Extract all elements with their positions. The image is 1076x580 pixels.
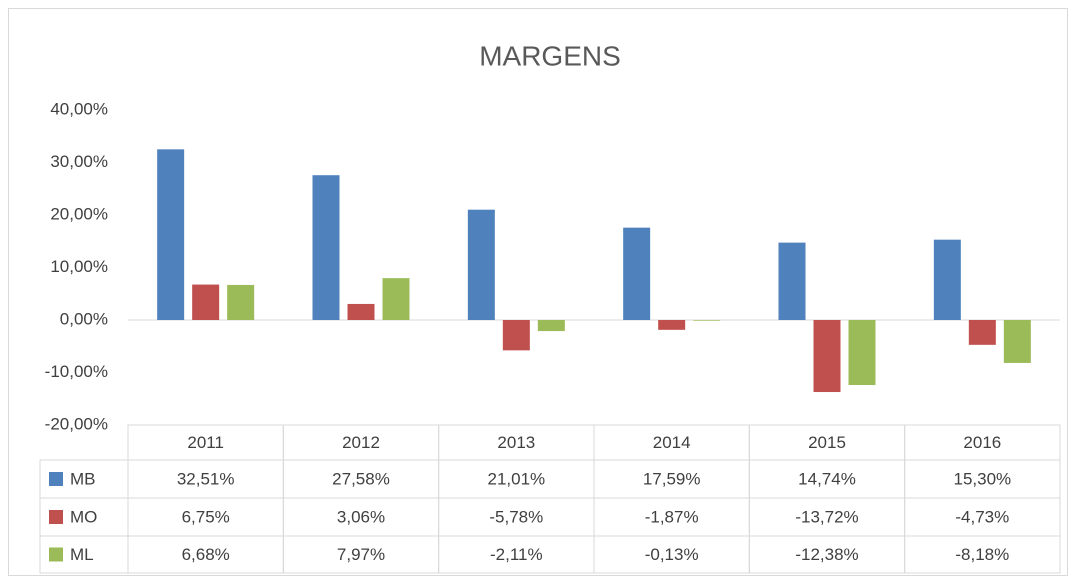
y-tick-label: 20,00%: [50, 204, 108, 223]
legend-swatch: [49, 547, 63, 562]
data-label: -8,18%: [955, 545, 1009, 564]
data-label: 15,30%: [953, 469, 1011, 488]
table-cell: [904, 535, 1061, 574]
x-tick-label: 2011: [187, 433, 224, 452]
data-label: 27,58%: [332, 469, 390, 488]
bar: [157, 149, 185, 320]
data-label: -0,13%: [645, 545, 699, 564]
x-tick-label: 2013: [497, 433, 535, 452]
table-cell: [39, 535, 129, 574]
legend-swatch: [49, 472, 63, 486]
bar: [1003, 320, 1031, 363]
bar: [312, 175, 340, 320]
data-label: -13,72%: [795, 507, 858, 526]
data-label: 32,51%: [177, 469, 235, 488]
data-label: 6,75%: [182, 507, 230, 526]
data-label: -5,78%: [489, 507, 543, 526]
bar: [382, 278, 410, 320]
data-label: 17,59%: [643, 469, 701, 488]
data-label: 6,68%: [182, 545, 230, 564]
bar: [968, 320, 996, 345]
data-label: -12,38%: [795, 545, 858, 564]
y-tick-label: -10,00%: [45, 362, 108, 381]
y-tick-label: 10,00%: [50, 257, 108, 276]
x-tick-label: 2015: [808, 433, 846, 452]
data-label: 7,97%: [337, 545, 385, 564]
bar: [658, 320, 686, 330]
data-label: 3,06%: [337, 507, 385, 526]
bar: [347, 303, 375, 320]
bar: [192, 284, 220, 320]
data-label: 21,01%: [487, 469, 545, 488]
legend-label: MO: [70, 507, 97, 526]
data-label: -4,73%: [955, 507, 1009, 526]
bar: [693, 320, 721, 321]
y-tick-label: 0,00%: [60, 309, 108, 328]
legend-swatch: [49, 510, 63, 524]
bar: [467, 209, 495, 320]
x-tick-label: 2016: [963, 433, 1001, 452]
data-label: -2,11%: [490, 545, 543, 564]
bar: [813, 320, 841, 393]
data-label: 14,74%: [798, 469, 856, 488]
bar: [778, 242, 806, 320]
legend-label: ML: [70, 545, 94, 564]
y-tick-label: -20,00%: [45, 414, 108, 433]
data-label: -1,87%: [645, 507, 699, 526]
bar: [537, 320, 565, 332]
y-tick-label: 40,00%: [50, 99, 108, 118]
x-tick-label: 2014: [653, 433, 691, 452]
chart-title: MARGENS: [479, 40, 621, 71]
bar: [623, 227, 651, 320]
y-tick-label: 30,00%: [50, 152, 108, 171]
x-tick-label: 2012: [342, 433, 380, 452]
chart-border: [8, 8, 1068, 576]
bar: [227, 284, 255, 320]
bar: [848, 320, 876, 385]
bar: [502, 320, 530, 351]
bar: [933, 239, 961, 320]
legend-label: MB: [70, 469, 96, 488]
